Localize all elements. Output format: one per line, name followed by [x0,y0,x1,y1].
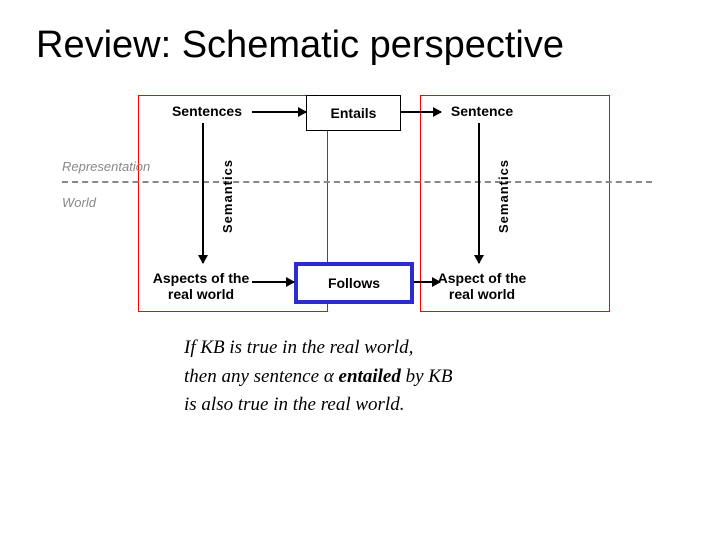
semantics-label-right: Semantics [496,153,511,233]
arrow-follows-to-aspect [414,281,440,283]
world-label: World [62,195,96,210]
aspect-right-line1: Aspect of the [438,270,527,286]
representation-label: Representation [62,159,150,174]
schematic-diagram: Representation World Sentences Sentence … [62,95,652,320]
arrow-entails-to-sentence [401,111,441,113]
node-aspects-left: Aspects of the real world [146,270,256,302]
caption-entailed: entailed [334,366,401,387]
aspects-left-line1: Aspects of the [153,270,249,286]
caption-line2b: by KB [401,366,453,387]
caption-line2a: then any sentence [184,366,324,387]
node-sentence: Sentence [442,103,522,119]
aspect-right-line2: real world [449,286,515,302]
page-title: Review: Schematic perspective [36,24,564,67]
node-aspect-right: Aspect of the real world [432,270,532,302]
caption-line3: is also true in the real world. [184,394,404,415]
caption-alpha: α [324,366,334,387]
representation-world-divider [62,181,652,183]
caption-text: If KB is true in the real world, then an… [184,334,584,420]
arrow-sentences-to-aspects [202,123,204,263]
caption-line1: If KB is true in the real world, [184,337,413,358]
semantics-label-left: Semantics [220,153,235,233]
node-follows: Follows [294,262,414,304]
arrow-sentences-to-entails [252,111,306,113]
aspects-left-line2: real world [168,286,234,302]
arrow-aspects-to-follows [252,281,294,283]
node-entails: Entails [306,95,401,131]
arrow-sentence-to-aspect [478,123,480,263]
node-sentences: Sentences [162,103,252,119]
